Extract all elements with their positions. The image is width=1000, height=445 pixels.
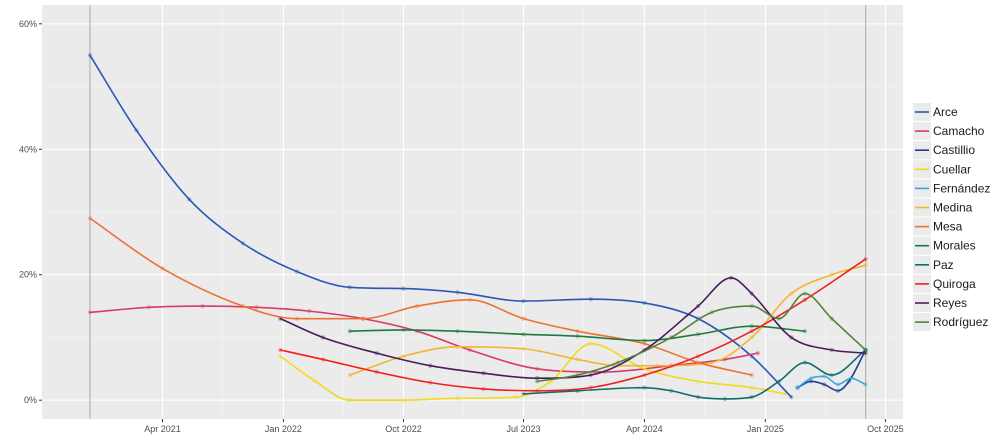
y-tick-label: 60% (19, 19, 37, 29)
legend-label: Arce (933, 105, 958, 119)
legend-item-morales: Morales (913, 236, 976, 255)
legend-label: Medina (933, 201, 973, 215)
legend-item-mesa: Mesa (913, 217, 963, 236)
y-tick-label: 0% (24, 395, 37, 405)
series-line-mesa (89, 217, 753, 376)
legend: Arce Camacho Castillio Cuellar Fernández Medi… (913, 99, 993, 336)
axes: Apr 2021 Jan 2022 Oct 2022 Jul 2023 Apr 2024… (19, 19, 904, 434)
legend-item-fernandez: Fernández (913, 179, 990, 198)
legend-label: Fernández (933, 181, 990, 195)
legend-item-paz: Paz (913, 255, 954, 274)
x-tick-label: Jan 2022 (265, 424, 302, 434)
series-line-morales (349, 325, 806, 342)
series-line-fernandez (796, 375, 867, 389)
legend-item-camacho: Camacho (913, 122, 985, 141)
x-tick-label: Oct 2025 (867, 424, 904, 434)
series-line-rodriguez (536, 292, 867, 383)
series-line-cuellar (279, 342, 786, 401)
y-tick-label: 40% (19, 144, 37, 154)
series-line-quiroga (279, 258, 867, 392)
legend-label: Quiroga (933, 277, 976, 291)
legend-item-quiroga: Quiroga (913, 274, 976, 293)
legend-label: Morales (933, 239, 976, 253)
x-tick-label: Jul 2023 (506, 424, 540, 434)
legend-item-rodriguez: Rodríguez (913, 313, 988, 332)
x-tick-label: Apr 2024 (626, 424, 663, 434)
legend-item-medina: Medina (913, 198, 973, 217)
series-line-medina (349, 264, 867, 376)
y-tick-label: 20% (19, 270, 37, 280)
legend-item-arce: Arce (913, 103, 958, 121)
legend-item-cuellar: Cuellar (913, 160, 971, 179)
series-lines (89, 54, 867, 401)
series-line-arce (89, 54, 793, 398)
legend-label: Rodríguez (933, 315, 988, 329)
legend-label: Cuellar (933, 162, 971, 176)
legend-label: Mesa (933, 220, 963, 234)
legend-label: Reyes (933, 296, 967, 310)
x-tick-label: Jan 2025 (747, 424, 784, 434)
legend-item-reyes: Reyes (913, 294, 967, 312)
legend-label: Camacho (933, 124, 985, 138)
series-line-paz (522, 349, 867, 400)
legend-item-castillio: Castillio (913, 141, 975, 160)
x-tick-label: Apr 2021 (144, 424, 181, 434)
series-line-castillio (796, 349, 867, 392)
legend-label: Castillio (933, 143, 975, 157)
series-line-reyes (279, 277, 867, 380)
legend-label: Paz (933, 258, 954, 272)
x-tick-label: Oct 2022 (385, 424, 422, 434)
